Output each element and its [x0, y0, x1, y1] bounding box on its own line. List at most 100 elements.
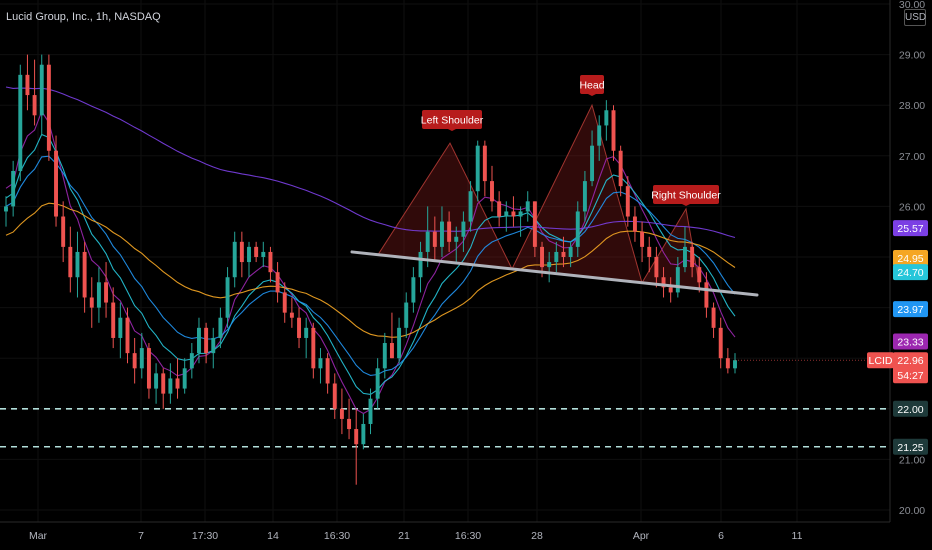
candle-body	[690, 246, 695, 268]
candle-body	[125, 317, 130, 354]
candle-body	[146, 348, 151, 389]
candle-body	[347, 418, 352, 430]
candle-body	[454, 236, 459, 242]
annotation-label: Right Shoulder	[651, 185, 721, 206]
price-badge-bg	[893, 333, 928, 350]
neckline-line	[350, 250, 759, 297]
candle-body	[61, 216, 66, 247]
price-badge: 25.57	[893, 220, 928, 237]
current-price-badge: LCID 22.96 54:27	[735, 352, 928, 384]
price-badge-bg	[893, 220, 928, 237]
current-price-bg	[893, 352, 928, 384]
candle-body	[618, 150, 623, 187]
candle-body	[397, 327, 402, 359]
price-badge-text: 24.70	[897, 267, 923, 279]
candle-body	[447, 221, 452, 242]
currency-badge[interactable]: USD	[904, 9, 926, 26]
candle-body	[468, 191, 473, 222]
candle-body	[497, 201, 502, 217]
annotation-pointer	[448, 129, 456, 131]
candle-body	[118, 317, 123, 338]
price-tick-label: 26.00	[899, 201, 925, 213]
candle-body	[89, 297, 94, 308]
candle-body	[411, 277, 416, 303]
support-levels	[0, 407, 890, 448]
candle-body	[375, 368, 380, 399]
candle-body	[532, 201, 537, 247]
candle-body	[204, 327, 209, 354]
candle-body	[289, 312, 294, 318]
time-tick-label: 21	[398, 530, 410, 542]
annotation-pointer	[588, 94, 596, 96]
candle-body	[640, 231, 645, 247]
candle-body	[325, 358, 330, 384]
price-axis[interactable]: 20.0021.0022.0023.0024.0025.0026.0027.00…	[735, 0, 928, 522]
price-badge: 23.97	[893, 301, 928, 318]
pattern-annotations: Left Shoulder Head Right Shoulder	[421, 75, 721, 206]
candle-body	[711, 307, 716, 328]
candle-body	[247, 246, 251, 263]
candle-body	[704, 282, 709, 308]
symbol-badge-text: LCID	[869, 355, 893, 367]
price-badge-bg	[893, 264, 928, 281]
candle-body	[182, 368, 187, 389]
time-axis[interactable]: Mar 7 17:30 14 16:30 21 16:30 28 Apr 6 11	[0, 521, 890, 542]
candle-body	[139, 348, 144, 369]
price-badge-text: 25.57	[897, 223, 923, 235]
candle-body	[683, 246, 687, 268]
candle-body	[625, 186, 630, 217]
candle-body	[718, 327, 723, 359]
time-tick-label: 14	[267, 530, 279, 542]
time-tick-label: 16:30	[455, 530, 481, 542]
candle-body	[561, 251, 566, 257]
annotation-bg	[653, 185, 719, 204]
candle-body	[554, 251, 559, 263]
candle-body	[275, 272, 280, 293]
price-badge-text: 22.00	[897, 404, 923, 416]
price-badge-text: 23.97	[897, 304, 923, 316]
ma-100-line	[5, 202, 736, 338]
price-badge-text: 21.25	[897, 442, 923, 454]
candle-body	[311, 327, 316, 369]
candle-body	[197, 327, 201, 354]
candle-body	[354, 429, 359, 445]
annotation-bg	[580, 75, 604, 94]
candle-body	[440, 221, 444, 247]
candle-body	[461, 221, 466, 237]
candle-body	[104, 282, 109, 303]
time-tick-label: 16:30	[324, 530, 350, 542]
annotation-label: Head	[579, 75, 605, 96]
candle-body	[525, 201, 530, 212]
price-badge-bg	[893, 400, 928, 417]
annotation-bg	[422, 110, 482, 129]
price-badge: 22.00	[893, 400, 928, 417]
candle-body	[304, 327, 309, 338]
candle-body	[647, 246, 652, 257]
candle-body	[389, 343, 394, 359]
candle-body	[282, 292, 287, 313]
ma-200-line	[5, 86, 736, 239]
candle-body	[68, 246, 73, 278]
candle-body	[675, 267, 680, 293]
candle-body	[404, 302, 409, 328]
candle-body	[368, 398, 373, 424]
candle-body	[661, 277, 666, 288]
candle-body	[733, 360, 737, 369]
candle-body	[232, 241, 237, 278]
candle-body	[604, 110, 609, 126]
neckline[interactable]	[350, 250, 759, 297]
annotation-text: Head	[579, 80, 604, 92]
candle-body	[382, 343, 387, 369]
price-badge: 23.33	[893, 333, 928, 350]
candle-body	[575, 211, 580, 247]
candle-body	[218, 317, 223, 338]
candle-body	[96, 282, 101, 308]
price-tick-label: 20.00	[899, 505, 925, 517]
time-tick-label: 28	[531, 530, 543, 542]
candle-body	[611, 110, 616, 151]
time-tick-label: Mar	[29, 530, 48, 542]
candle-body	[518, 211, 523, 217]
price-tick-label: 30.00	[899, 0, 925, 11]
current-price-text: 22.96	[897, 355, 923, 367]
